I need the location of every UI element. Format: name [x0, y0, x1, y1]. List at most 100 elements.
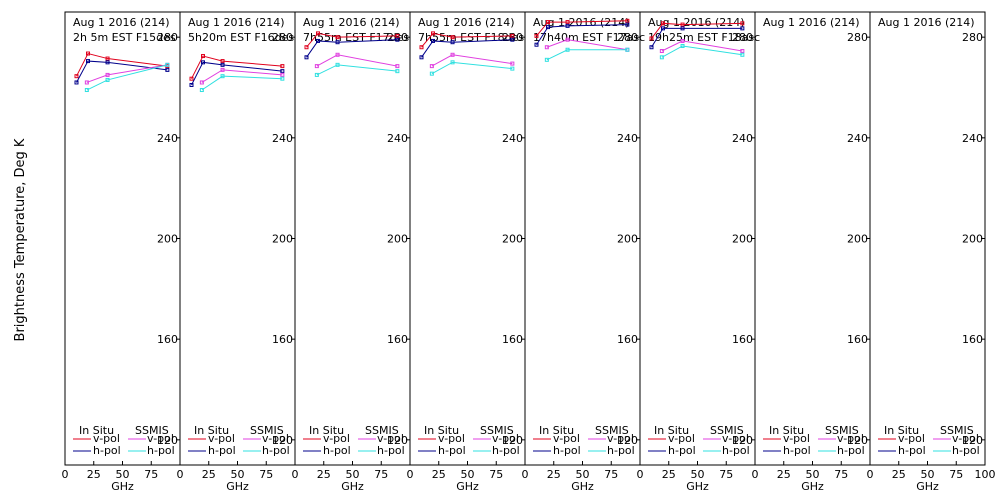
data-point-insitu_h: [86, 59, 90, 64]
data-point-insitu_h: [649, 45, 654, 50]
y-tick-label: 240: [157, 132, 178, 145]
data-point-insitu_h: [510, 37, 515, 42]
data-point-insitu_h: [105, 60, 110, 65]
x-axis-label: GHz: [571, 480, 594, 493]
panel-date-label: Aug 1 2016 (214): [878, 16, 975, 29]
data-point-ssmis_v: [544, 45, 549, 50]
series-line-insitu_v: [191, 55, 283, 79]
x-tick-label: 25: [547, 468, 561, 481]
y-tick-label: 160: [157, 333, 178, 346]
series-line-ssmis_h: [86, 64, 168, 91]
data-point-ssmis_h: [680, 43, 685, 48]
x-axis-label: GHz: [341, 480, 364, 493]
data-point-ssmis_h: [165, 62, 170, 67]
data-point-insitu_h: [419, 55, 424, 60]
panel-date-label: Aug 1 2016 (214): [533, 16, 630, 29]
legend-label: v-pol: [783, 432, 810, 445]
legend-in-situ-header: In Situ: [654, 424, 689, 437]
data-point-ssmis_v: [680, 38, 685, 43]
data-point-ssmis_v: [220, 67, 225, 72]
y-tick-label: 200: [387, 233, 408, 246]
y-tick-label: 120: [732, 434, 753, 447]
data-point-insitu_h: [740, 26, 745, 31]
series-line-ssmis_h: [546, 49, 628, 61]
x-axis-label: GHz: [226, 480, 249, 493]
y-tick-label: 240: [732, 132, 753, 145]
y-tick-label: 280: [157, 31, 178, 44]
y-tick-label: 120: [157, 434, 178, 447]
data-point-ssmis_h: [565, 47, 570, 52]
series-line-ssmis_h: [661, 45, 743, 58]
legend-label: v-pol: [607, 432, 634, 445]
y-tick-label: 240: [387, 132, 408, 145]
data-point-insitu_h: [316, 38, 320, 43]
data-point-insitu_v: [431, 31, 435, 36]
legend-label: h-pol: [837, 444, 865, 457]
panel-time-label: 17h40m EST F17asc: [533, 31, 645, 44]
x-tick-label: 50: [576, 468, 590, 481]
legend-label: h-pol: [553, 444, 581, 457]
data-point-ssmis_h: [659, 55, 664, 60]
panel-date-label: Aug 1 2016 (214): [648, 16, 745, 29]
panel-time-label: 5h20m EST F16des: [188, 31, 294, 44]
data-point-insitu_h: [431, 38, 435, 43]
y-tick-label: 280: [732, 31, 753, 44]
y-tick-label: 240: [617, 132, 638, 145]
x-tick-label: 50: [116, 468, 130, 481]
x-tick-label: 0: [292, 468, 299, 481]
data-point-insitu_v: [510, 33, 515, 38]
data-point-insitu_v: [625, 18, 630, 23]
legend-label: v-pol: [837, 432, 864, 445]
data-point-ssmis_v: [450, 52, 455, 57]
data-point-insitu_v: [450, 35, 455, 40]
data-point-insitu_h: [534, 42, 539, 47]
panel-time-label: 2h 5m EST F15des: [73, 31, 176, 44]
data-point-insitu_v: [304, 45, 309, 50]
y-tick-label: 160: [847, 333, 868, 346]
panel-5: 0 25 50 75 120 160 200 240 280 GHz Aug 1 2016 (214…: [522, 11, 645, 493]
y-tick-label: 280: [272, 31, 293, 44]
legend-label: h-pol: [492, 444, 520, 457]
x-tick-label: 50: [461, 468, 475, 481]
y-tick-label: 240: [502, 132, 523, 145]
series-line-insitu_v: [76, 52, 168, 77]
legend-label: v-pol: [668, 432, 695, 445]
x-axis-label: GHz: [801, 480, 824, 493]
data-point-insitu_h: [74, 80, 79, 85]
y-tick-label: 160: [272, 333, 293, 346]
legend-ssmis-header: SSMIS: [710, 424, 744, 437]
data-point-insitu_v: [565, 20, 570, 25]
legend-in-situ-header: In Situ: [424, 424, 459, 437]
x-tick-label: 50: [691, 468, 705, 481]
data-point-insitu_v: [316, 31, 320, 36]
series-line-insitu_v: [536, 20, 628, 37]
y-tick-label: 120: [847, 434, 868, 447]
series-line-ssmis_v: [431, 54, 513, 67]
y-tick-label: 120: [962, 434, 983, 447]
data-point-insitu_v: [680, 22, 685, 27]
data-point-ssmis_h: [220, 74, 225, 79]
panel-date-label: Aug 1 2016 (214): [73, 16, 170, 29]
y-tick-label: 200: [732, 233, 753, 246]
legend-label: h-pol: [783, 444, 811, 457]
x-tick-label: 25: [662, 468, 676, 481]
data-point-insitu_h: [395, 37, 400, 42]
x-tick-label: 0: [867, 468, 874, 481]
data-point-ssmis_h: [314, 72, 319, 77]
data-point-insitu_v: [86, 51, 90, 56]
y-tick-label: 200: [157, 233, 178, 246]
legend-label: h-pol: [438, 444, 466, 457]
y-tick-label: 120: [502, 434, 523, 447]
series-line-insitu_h: [421, 39, 513, 58]
series-line-insitu_v: [651, 22, 743, 39]
data-point-insitu_h: [280, 69, 285, 74]
x-tick-label: 0: [62, 468, 69, 481]
legend-in-situ-header: In Situ: [309, 424, 344, 437]
legend-label: v-pol: [492, 432, 519, 445]
x-axis-label: GHz: [111, 480, 134, 493]
data-point-insitu_v: [335, 35, 340, 40]
